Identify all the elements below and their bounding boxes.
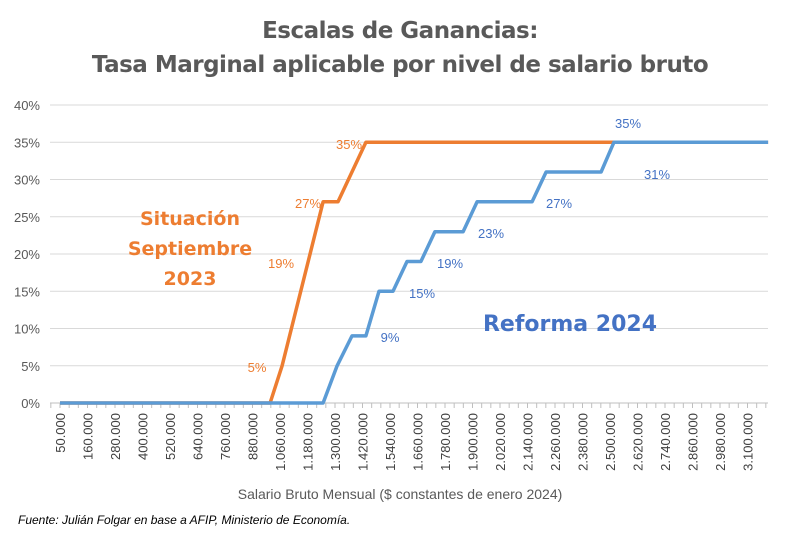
data-label: 19% bbox=[268, 256, 294, 271]
data-label: 31% bbox=[644, 167, 670, 182]
annotation-reforma: Reforma 2024 bbox=[482, 312, 658, 337]
x-tick-label: 1.540.000 bbox=[383, 413, 398, 471]
chart-title-line1: Escalas de Ganancias: bbox=[262, 18, 538, 44]
y-tick-label: 5% bbox=[21, 359, 40, 374]
x-tick-label: 2.980.000 bbox=[713, 413, 728, 471]
annotation-line: 2023 bbox=[163, 268, 217, 290]
x-tick-label: 760.000 bbox=[218, 413, 233, 460]
x-tick-label: 400.000 bbox=[136, 413, 151, 460]
annotation-line: Situación bbox=[140, 208, 240, 230]
x-tick-label: 50.000 bbox=[53, 413, 68, 453]
x-tick-label: 2.860.000 bbox=[686, 413, 701, 471]
y-tick-label: 40% bbox=[14, 98, 40, 113]
y-tick-label: 15% bbox=[14, 284, 40, 299]
data-label: 23% bbox=[478, 226, 504, 241]
data-label: 19% bbox=[437, 256, 463, 271]
series-line-1 bbox=[60, 140, 769, 405]
y-tick-label: 20% bbox=[14, 247, 40, 262]
x-tick-label: 1.300.000 bbox=[328, 413, 343, 471]
x-tick-label: 1.060.000 bbox=[273, 413, 288, 471]
y-tick-label: 35% bbox=[14, 135, 40, 150]
x-tick-label: 1.780.000 bbox=[438, 413, 453, 471]
chart-title-line2: Tasa Marginal aplicable por nivel de sal… bbox=[91, 52, 709, 78]
annotation-line: Septiembre bbox=[127, 238, 253, 260]
data-label: 5% bbox=[248, 360, 267, 375]
x-tick-label: 1.180.000 bbox=[301, 413, 316, 471]
data-label: 9% bbox=[381, 330, 400, 345]
x-tick-label: 160.000 bbox=[81, 413, 96, 460]
x-tick-label: 2.020.000 bbox=[493, 413, 508, 471]
data-label: 27% bbox=[546, 196, 572, 211]
x-tick-label: 2.380.000 bbox=[576, 413, 591, 471]
x-tick-label: 880.000 bbox=[246, 413, 261, 460]
x-tick-label: 1.900.000 bbox=[466, 413, 481, 471]
y-tick-label: 0% bbox=[21, 396, 40, 411]
footnote: Fuente: Julián Folgar en base a AFIP, Mi… bbox=[18, 513, 351, 527]
y-tick-label: 30% bbox=[14, 173, 40, 188]
data-label: 35% bbox=[336, 137, 362, 152]
x-tick-label: 1.660.000 bbox=[411, 413, 426, 471]
data-label: 15% bbox=[409, 286, 435, 301]
data-label: 35% bbox=[615, 116, 641, 131]
x-tick-label: 2.500.000 bbox=[603, 413, 618, 471]
x-tick-label: 640.000 bbox=[191, 413, 206, 460]
y-tick-label: 25% bbox=[14, 210, 40, 225]
annotation-situacion: Situación Septiembre 2023 bbox=[110, 204, 270, 294]
x-tick-label: 1.420.000 bbox=[356, 413, 371, 471]
x-tick-label: 280.000 bbox=[108, 413, 123, 460]
x-tick-label: 3.100.000 bbox=[741, 413, 756, 471]
x-tick-label: 2.620.000 bbox=[631, 413, 646, 471]
x-axis-title: Salario Bruto Mensual ($ constantes de e… bbox=[237, 486, 563, 502]
x-tick-label: 520.000 bbox=[163, 413, 178, 460]
x-tick-label: 2.140.000 bbox=[521, 413, 536, 471]
x-tick-label: 2.740.000 bbox=[658, 413, 673, 471]
y-tick-label: 10% bbox=[14, 322, 40, 337]
data-label: 27% bbox=[295, 196, 321, 211]
x-tick-label: 2.260.000 bbox=[548, 413, 563, 471]
